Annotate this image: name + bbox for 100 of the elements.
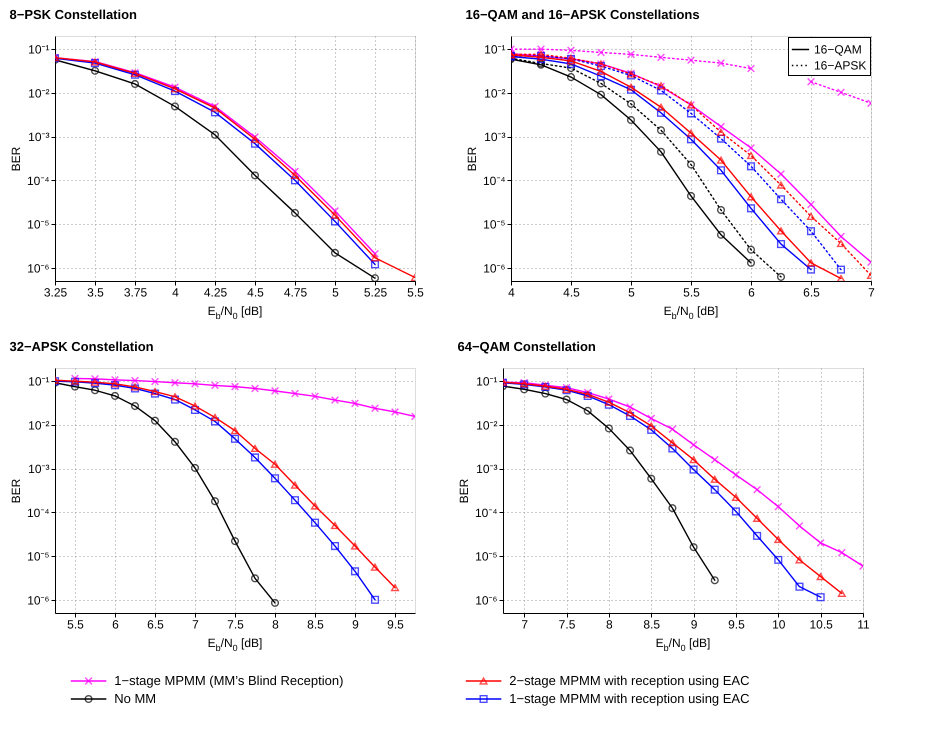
point (806, 78, 816, 86)
point (774, 502, 782, 511)
point (270, 386, 280, 395)
point (746, 162, 756, 170)
point (310, 502, 320, 510)
point (230, 537, 240, 546)
point (250, 136, 260, 143)
point (290, 176, 300, 184)
point (250, 171, 260, 180)
point (330, 206, 340, 215)
point (310, 392, 320, 400)
point (150, 390, 160, 398)
point (776, 227, 786, 234)
point (130, 384, 140, 393)
point (170, 438, 180, 446)
point (716, 59, 726, 68)
point (604, 424, 613, 432)
point (668, 439, 676, 446)
point (350, 567, 360, 576)
x-tick-label: 11 (857, 618, 870, 632)
x-tick-label: 7 (521, 618, 528, 632)
point (270, 460, 280, 468)
point (626, 409, 634, 416)
y-tick-label: 10⁻⁴ (26, 174, 50, 188)
y-tick-label: 10⁻¹ (28, 374, 50, 389)
legend-label: 16−QAM (814, 42, 862, 56)
y-tick-label: 10⁻⁵ (27, 550, 50, 564)
point (746, 152, 756, 160)
y-axis-title: BER (456, 478, 471, 504)
x-tick-label: 8 (272, 618, 280, 632)
point (626, 50, 636, 58)
point (130, 402, 140, 410)
x-tick-label: 10.5 (809, 618, 834, 632)
y-tick-label: 10⁻¹ (28, 42, 50, 57)
point (350, 542, 360, 550)
point (370, 254, 380, 262)
y-tick-label: 10⁻³ (28, 462, 50, 476)
point (150, 416, 160, 425)
point (330, 542, 340, 550)
x-tick-label: 3.25 (44, 286, 68, 300)
point (596, 72, 606, 80)
point (732, 470, 740, 479)
x-tick-label: 6.5 (803, 286, 820, 300)
x-tick-label: 3.75 (124, 286, 148, 300)
x-tick-label: 4 (508, 286, 516, 300)
x-tick-label: 6.5 (147, 618, 164, 632)
point (732, 494, 740, 501)
x-tick-label: 7.5 (227, 618, 244, 632)
point (753, 514, 762, 522)
x-tick-label: 9 (690, 618, 698, 632)
point (626, 86, 636, 94)
point (686, 160, 696, 169)
point (250, 453, 260, 462)
point (656, 108, 666, 117)
x-tick-label: 9.5 (728, 618, 746, 632)
point (110, 376, 120, 384)
point (710, 486, 719, 494)
point (190, 406, 200, 414)
point (753, 532, 762, 540)
point (690, 456, 698, 464)
point (210, 417, 220, 426)
point (716, 230, 726, 239)
point (774, 536, 782, 544)
y-tick-label: 10⁻² (476, 418, 498, 432)
x-tick-label: 5.5 (67, 618, 84, 632)
x-tick-label: 3.5 (87, 286, 104, 300)
y-tick-label: 10⁻³ (28, 130, 50, 144)
point (290, 208, 300, 217)
point (647, 474, 656, 483)
point (686, 56, 696, 64)
point (746, 193, 756, 200)
point (370, 564, 380, 571)
point (370, 250, 380, 258)
point (390, 408, 400, 416)
y-tick-label: 10⁻² (28, 418, 50, 432)
point (806, 212, 816, 220)
point (774, 556, 782, 564)
point (716, 206, 726, 214)
point (686, 192, 696, 200)
point (716, 166, 726, 174)
point (210, 108, 220, 116)
point (838, 548, 846, 557)
point (746, 204, 756, 212)
point (816, 538, 825, 547)
point (90, 66, 100, 75)
point (690, 543, 698, 552)
point (626, 412, 634, 420)
x-tick-label: 5 (332, 286, 340, 300)
point (270, 474, 280, 482)
point (250, 384, 260, 393)
y-tick-label: 10⁻³ (484, 130, 506, 144)
point (230, 427, 240, 434)
legend-label: 16−APSK (814, 58, 866, 72)
x-tick-label: 5.5 (407, 286, 424, 300)
point (541, 390, 550, 398)
point (656, 86, 666, 94)
x-tick-label: 9.5 (387, 618, 404, 632)
point (656, 148, 666, 156)
y-tick-label: 10⁻⁶ (483, 261, 506, 276)
legend-label: No MM (114, 691, 156, 706)
